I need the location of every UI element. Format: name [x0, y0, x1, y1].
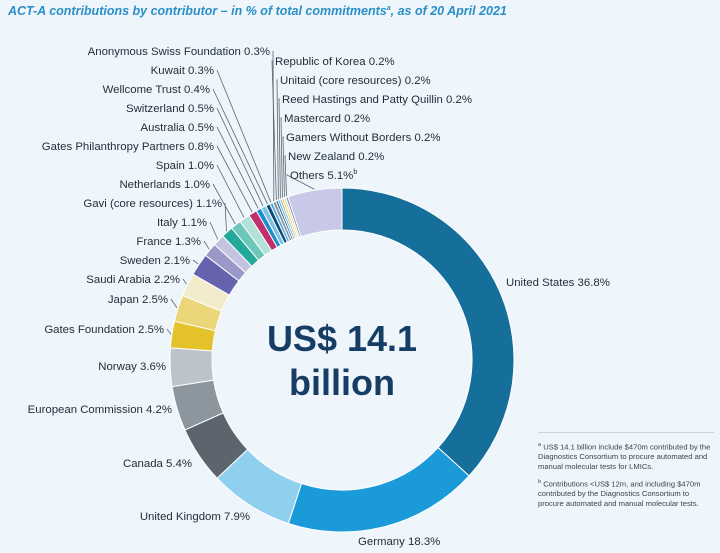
leader-line-reed-hastings-and-patty-quillin [278, 98, 281, 199]
slice-label-united-states: United States 36.8% [506, 277, 610, 289]
slice-label-wellcome-trust: Wellcome Trust 0.4% [103, 84, 210, 96]
slice-label-canada: Canada 5.4% [123, 458, 192, 470]
slice-label-european-commission: European Commission 4.2% [28, 404, 172, 416]
leader-line-gates-philanthropy-partners [216, 145, 253, 213]
footnote-a-text: US$ 14.1 billion include $470m contribut… [538, 442, 711, 471]
slice-label-sweden: Sweden 2.1% [120, 255, 190, 267]
slice-label-united-kingdom: United Kingdom 7.9% [140, 511, 250, 523]
leader-lines-group [166, 50, 315, 335]
footnotes: a US$ 14.1 billion include $470m contrib… [538, 432, 714, 516]
slice-label-others: Others 5.1%b [290, 169, 357, 182]
slice-label-gavi-core-resources: Gavi (core resources) 1.1% [83, 198, 222, 210]
slice-label-reed-hastings-and-patty-quillin: Reed Hastings and Patty Quillin 0.2% [282, 94, 472, 106]
slice-label-kuwait: Kuwait 0.3% [151, 65, 214, 77]
slice-labels-group: United States 36.8% Germany 18.3% United K… [28, 46, 610, 548]
leader-line-anonymous-swiss-foundation [272, 50, 275, 201]
leader-line-republic-of-korea [271, 60, 277, 200]
center-label-line2: billion [289, 362, 395, 403]
leader-line-others [286, 174, 315, 190]
leader-line-kuwait [216, 69, 272, 203]
chart-title-text: ACT-A contributions by contributor – in … [8, 4, 387, 18]
leader-line-japan [170, 298, 178, 309]
leader-line-gates-foundation [166, 328, 172, 335]
slice-label-italy: Italy 1.1% [157, 217, 207, 229]
footnote-a: a US$ 14.1 billion include $470m contrib… [538, 441, 714, 471]
slice-label-norway: Norway 3.6% [98, 361, 166, 373]
leader-line-netherlands [212, 183, 236, 225]
slice-norway [169, 347, 215, 388]
leader-line-gavi-core-resources [224, 202, 227, 232]
slice-label-spain: Spain 1.0% [156, 160, 214, 172]
slice-united-states [341, 187, 515, 477]
slice-label-france: France 1.3% [136, 236, 201, 248]
slice-label-germany: Germany 18.3% [358, 536, 440, 548]
leader-line-australia [216, 126, 259, 209]
leader-line-new-zealand [284, 155, 287, 197]
slice-label-saudi-arabia: Saudi Arabia 2.2% [86, 274, 180, 286]
footnote-a-mark: a [538, 442, 542, 448]
leader-line-italy [209, 221, 219, 240]
slice-label-switzerland: Switzerland 0.5% [126, 103, 214, 115]
slice-label-japan: Japan 2.5% [108, 294, 168, 306]
footnote-b-mark: b [538, 479, 542, 486]
leader-line-saudi-arabia [182, 278, 187, 285]
slice-others [287, 187, 343, 238]
slice-label-gates-foundation: Gates Foundation 2.5% [44, 324, 164, 336]
chart-title-superscript: a [386, 4, 391, 12]
leader-line-mastercard [280, 117, 283, 198]
slice-label-gamers-without-borders: Gamers Without Borders 0.2% [286, 132, 440, 144]
leader-line-spain [216, 164, 245, 218]
slice-label-mastercard: Mastercard 0.2% [284, 113, 370, 125]
slices-group [169, 187, 515, 533]
slice-label-gates-philanthropy-partners: Gates Philanthropy Partners 0.8% [42, 141, 214, 153]
leader-line-switzerland [216, 107, 264, 207]
slice-label-netherlands: Netherlands 1.0% [119, 179, 210, 191]
slice-label-unitaid-core-resources: Unitaid (core resources) 0.2% [280, 75, 431, 87]
leader-line-wellcome-trust [212, 88, 268, 205]
chart-title-suffix: , as of 20 April 2021 [390, 4, 507, 18]
slice-label-anonymous-swiss-foundation: Anonymous Swiss Foundation 0.3% [88, 46, 270, 58]
leader-line-gamers-without-borders [282, 136, 285, 197]
leader-line-sweden [192, 259, 199, 265]
slice-label-republic-of-korea: Republic of Korea 0.2% [275, 56, 395, 68]
footnote-b: b Contributions <US$ 12m, and including … [538, 478, 714, 508]
slice-germany [287, 446, 470, 533]
chart-title: ACT-A contributions by contributor – in … [8, 4, 507, 18]
leader-line-france [203, 240, 210, 250]
footnote-b-text: Contributions <US$ 12m, and including $4… [538, 479, 701, 509]
slice-label-australia: Australia 0.5% [141, 122, 214, 134]
center-label-line1: US$ 14.1 [267, 318, 417, 359]
slice-label-new-zealand: New Zealand 0.2% [288, 151, 384, 163]
leader-line-unitaid-core-resources [276, 79, 279, 200]
